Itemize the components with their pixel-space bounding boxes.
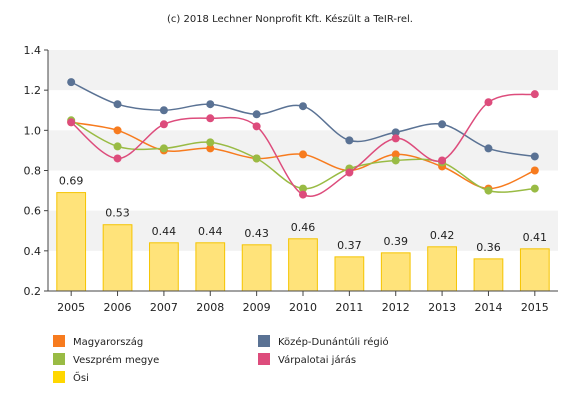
series-3-point-2005 (67, 118, 76, 127)
bar-label-2014: 0.36 (476, 241, 501, 254)
bar-label-2008: 0.44 (198, 225, 223, 238)
x-tick-label: 2015 (521, 301, 549, 314)
bar-label-2010: 0.46 (291, 221, 316, 234)
legend-swatch-2 (53, 353, 65, 365)
legend-label-2: Veszprém megye (73, 354, 159, 366)
bar-label-2007: 0.44 (152, 225, 177, 238)
x-tick-label: 2014 (474, 301, 502, 314)
grid-band (48, 130, 558, 171)
x-tick-label: 2011 (335, 301, 363, 314)
series-1-point-2006 (113, 100, 122, 109)
x-tick-label: 2010 (289, 301, 317, 314)
bar-label-2015: 0.41 (523, 231, 548, 244)
series-3-point-2014 (484, 98, 493, 107)
bar-label-2011: 0.37 (337, 239, 362, 252)
series-2-point-2009 (252, 154, 261, 163)
y-axis: 0.2 0.4 0.6 0.8 1.0 1.2 1.4 (24, 44, 49, 298)
bar-label-2005: 0.69 (59, 175, 84, 188)
series-1-point-2008 (206, 100, 215, 109)
series-1-point-2009 (252, 110, 261, 119)
series-3-point-2008 (206, 114, 215, 123)
series-1-point-2012 (391, 128, 400, 137)
x-tick-label: 2012 (382, 301, 410, 314)
bar-osi-2014 (473, 258, 504, 292)
x-tick-label: 2006 (104, 301, 132, 314)
bar-label-2012: 0.39 (383, 235, 408, 248)
series-3-point-2010 (299, 190, 307, 199)
series-1-point-2015 (530, 152, 539, 161)
chart-caption: (c) 2018 Lechner Nonprofit Kft. Készült … (167, 13, 413, 25)
x-tick-label: 2007 (150, 301, 178, 314)
bar-label-2013: 0.42 (430, 229, 455, 242)
x-tick-label: 2009 (243, 301, 271, 314)
y-tick-label: 0.6 (24, 205, 42, 218)
legend: Magyarország Közép-Dunántúli régió Veszpré… (53, 335, 389, 384)
series-1-point-2014 (484, 144, 493, 153)
bar-label-2009: 0.43 (244, 227, 269, 240)
series-0-point-2010 (299, 150, 307, 159)
bar-osi-2009 (241, 244, 272, 292)
bar-osi-2007 (149, 242, 179, 292)
bar-osi-2012 (380, 252, 411, 292)
series-2-point-2008 (206, 138, 215, 147)
y-tick-label: 1.4 (24, 44, 42, 57)
bar-osi-2005 (56, 192, 87, 292)
bar-labels: 0.69 0.53 0.44 0.44 0.43 0.46 0.37 0.39 0.42 0.36… (59, 175, 547, 254)
bar-osi-2006 (102, 224, 133, 292)
series-2-point-2006 (113, 142, 122, 151)
series-3-point-2011 (345, 168, 354, 177)
series-0-point-2008 (206, 144, 215, 153)
bar-osi-2008 (195, 242, 226, 292)
y-tick-label: 1.2 (24, 84, 42, 97)
legend-swatch-3 (258, 353, 270, 365)
legend-swatch-4 (53, 371, 65, 383)
legend-swatch-0 (53, 335, 65, 347)
series-3-point-2006 (113, 154, 122, 163)
legend-swatch-1 (258, 335, 270, 347)
legend-label-0: Magyarország (73, 336, 143, 348)
series-1-point-2013 (438, 120, 447, 129)
bar-label-2006: 0.53 (105, 207, 130, 220)
series-1-point-2007 (159, 106, 168, 115)
x-axis: 2005 2006 2007 2008 2009 2010 2011 2012 2013 2014… (48, 290, 558, 314)
bar-series (56, 192, 550, 292)
y-tick-label: 1.0 (24, 124, 42, 137)
line-series (67, 78, 539, 199)
series-3-point-2013 (438, 156, 447, 165)
series-1-point-2010 (299, 102, 307, 111)
legend-label-1: Közép-Dunántúli régió (278, 336, 389, 348)
x-tick-label: 2013 (428, 301, 456, 314)
grid-band (48, 50, 558, 91)
legend-label-4: Ősi (73, 370, 89, 384)
series-3-point-2009 (252, 122, 261, 131)
y-tick-label: 0.2 (24, 285, 42, 298)
series-2-point-2014 (484, 186, 493, 195)
series-3-point-2015 (530, 90, 539, 99)
bar-osi-2013 (427, 246, 457, 292)
series-1-point-2011 (345, 136, 354, 145)
series-0-point-2015 (530, 166, 539, 175)
legend-label-3: Várpalotai járás (278, 354, 356, 366)
y-tick-label: 0.8 (24, 165, 42, 178)
series-2-point-2010 (299, 184, 307, 193)
bar-osi-2011 (334, 256, 365, 292)
x-tick-label: 2008 (196, 301, 224, 314)
x-tick-label: 2005 (57, 301, 85, 314)
series-0-point-2006 (113, 126, 122, 135)
series-3-point-2012 (391, 134, 400, 143)
series-0-point-2012 (391, 150, 400, 159)
series-2-point-2007 (159, 144, 168, 153)
series-2-point-2012 (391, 156, 400, 165)
series-3-point-2007 (159, 120, 168, 129)
bar-osi-2015 (519, 248, 550, 292)
bar-osi-2010 (288, 238, 318, 292)
series-2-point-2015 (530, 184, 539, 193)
series-1-point-2005 (67, 78, 76, 87)
y-tick-label: 0.4 (24, 245, 42, 258)
